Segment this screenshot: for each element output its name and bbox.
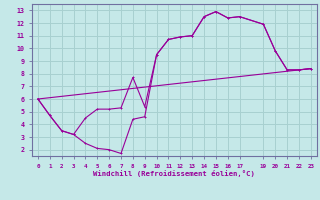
X-axis label: Windchill (Refroidissement éolien,°C): Windchill (Refroidissement éolien,°C) (93, 170, 255, 177)
